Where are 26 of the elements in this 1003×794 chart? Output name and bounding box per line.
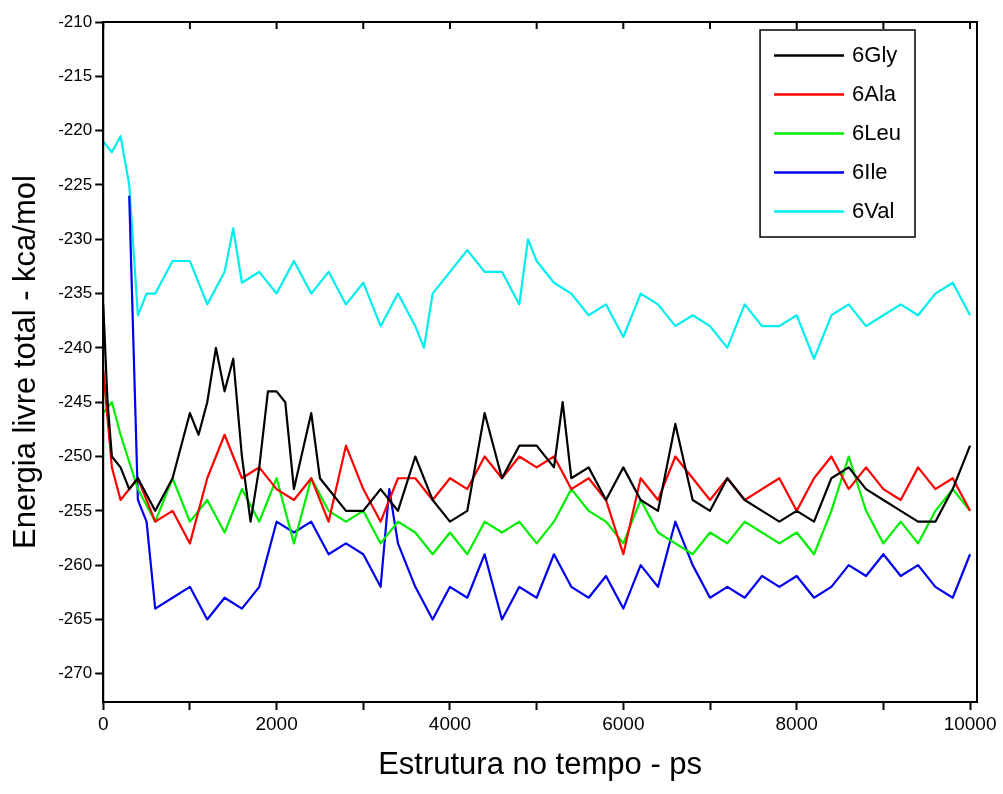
y-tick-label: -265: [58, 609, 93, 629]
y-tick-label: -215: [58, 66, 93, 85]
x-tick-label: 0: [97, 712, 109, 734]
legend-label: 6Leu: [852, 119, 902, 145]
y-tick-label: -260: [58, 554, 93, 574]
y-tick-label: -270: [58, 663, 93, 683]
y-tick-label: -225: [58, 174, 93, 194]
legend-label: 6Gly: [852, 41, 898, 67]
x-tick-label: 2000: [255, 712, 298, 734]
y-tick-label: -235: [58, 283, 93, 303]
y-tick-label: -245: [58, 391, 93, 411]
legend-label: 6Ile: [852, 158, 888, 184]
y-tick-label: -210: [58, 11, 93, 31]
x-tick-label: 8000: [775, 712, 818, 734]
legend-label: 6Val: [852, 197, 895, 223]
x-tick-label: 6000: [602, 712, 645, 734]
y-tick-label: -240: [58, 337, 93, 357]
y-tick-label: -255: [58, 500, 93, 520]
legend-label: 6Ala: [852, 80, 897, 106]
y-tick-label: -230: [58, 228, 93, 248]
x-tick-label: 10000: [943, 712, 997, 734]
x-tick-label: 4000: [428, 712, 472, 734]
y-axis-title: Energia livre total - kca/mol: [7, 175, 43, 549]
x-axis-title: Estrutura no tempo - ps: [378, 745, 703, 781]
y-tick-label: -250: [58, 446, 93, 466]
y-tick-label: -220: [58, 120, 93, 140]
